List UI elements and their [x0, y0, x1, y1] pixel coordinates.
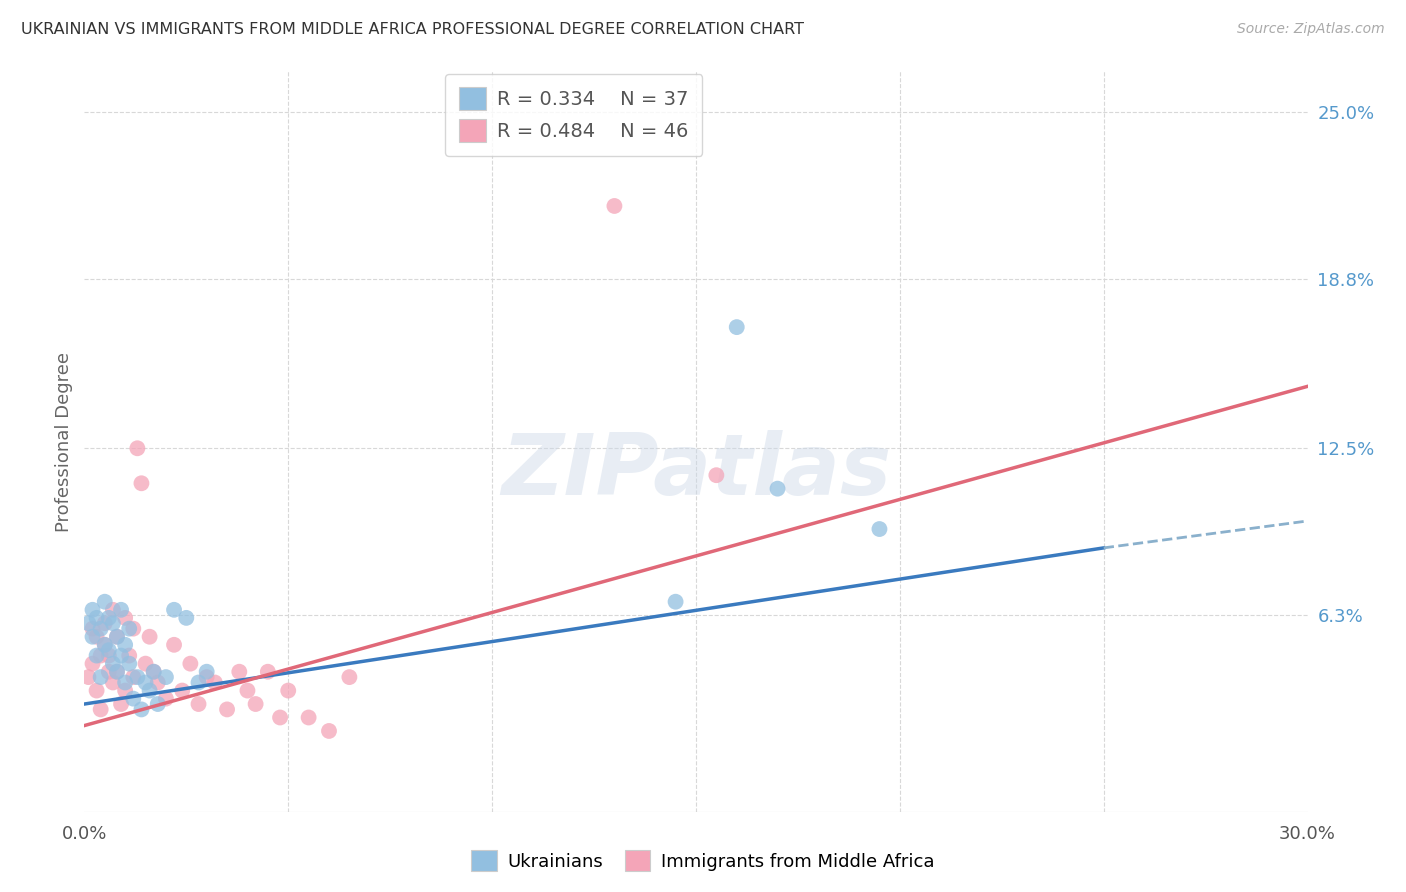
- Point: [187, 697, 209, 711]
- Point: [204, 675, 226, 690]
- Point: [110, 648, 132, 663]
- Point: [97, 643, 120, 657]
- Point: [97, 648, 120, 663]
- Point: [86, 683, 108, 698]
- Point: [127, 442, 149, 456]
- Point: [146, 675, 169, 690]
- Point: [665, 595, 688, 609]
- Point: [131, 476, 153, 491]
- Point: [86, 630, 108, 644]
- Point: [146, 697, 169, 711]
- Point: [97, 611, 120, 625]
- Point: [135, 657, 157, 671]
- Point: [187, 675, 209, 690]
- Point: [101, 603, 124, 617]
- Point: [706, 468, 728, 483]
- Y-axis label: Professional Degree: Professional Degree: [55, 351, 73, 532]
- Point: [114, 611, 136, 625]
- Point: [90, 670, 112, 684]
- Point: [127, 670, 149, 684]
- Point: [766, 482, 789, 496]
- Point: [339, 670, 361, 684]
- Point: [245, 697, 267, 711]
- Point: [135, 675, 157, 690]
- Point: [257, 665, 280, 679]
- Point: [155, 691, 177, 706]
- Point: [82, 630, 104, 644]
- Point: [142, 665, 165, 679]
- Point: [118, 648, 141, 663]
- Point: [118, 657, 141, 671]
- Point: [179, 657, 201, 671]
- Point: [195, 665, 218, 679]
- Point: [77, 616, 100, 631]
- Point: [105, 665, 128, 679]
- Point: [77, 670, 100, 684]
- Legend: Ukrainians, Immigrants from Middle Africa: Ukrainians, Immigrants from Middle Afric…: [464, 843, 942, 879]
- Point: [269, 710, 291, 724]
- Point: [142, 665, 165, 679]
- Point: [118, 622, 141, 636]
- Point: [122, 670, 145, 684]
- Point: [318, 723, 340, 738]
- Point: [138, 630, 160, 644]
- Point: [86, 648, 108, 663]
- Point: [603, 199, 626, 213]
- Point: [101, 675, 124, 690]
- Point: [195, 670, 218, 684]
- Point: [131, 702, 153, 716]
- Point: [114, 683, 136, 698]
- Point: [82, 622, 104, 636]
- Point: [236, 683, 259, 698]
- Point: [869, 522, 891, 536]
- Point: [114, 675, 136, 690]
- Point: [97, 665, 120, 679]
- Point: [277, 683, 299, 698]
- Point: [163, 603, 186, 617]
- Point: [93, 638, 115, 652]
- Point: [93, 638, 115, 652]
- Text: UKRAINIAN VS IMMIGRANTS FROM MIDDLE AFRICA PROFESSIONAL DEGREE CORRELATION CHART: UKRAINIAN VS IMMIGRANTS FROM MIDDLE AFRI…: [21, 22, 804, 37]
- Point: [172, 683, 194, 698]
- Point: [105, 630, 128, 644]
- Point: [101, 657, 124, 671]
- Point: [93, 595, 115, 609]
- Point: [228, 665, 250, 679]
- Legend: R = 0.334    N = 37, R = 0.484    N = 46: R = 0.334 N = 37, R = 0.484 N = 46: [444, 74, 703, 155]
- Point: [122, 622, 145, 636]
- Point: [105, 630, 128, 644]
- Point: [101, 616, 124, 631]
- Point: [82, 603, 104, 617]
- Point: [110, 603, 132, 617]
- Point: [86, 611, 108, 625]
- Point: [298, 710, 321, 724]
- Point: [82, 657, 104, 671]
- Point: [105, 665, 128, 679]
- Point: [90, 702, 112, 716]
- Point: [174, 611, 197, 625]
- Point: [90, 648, 112, 663]
- Point: [155, 670, 177, 684]
- Point: [114, 638, 136, 652]
- Point: [725, 320, 748, 334]
- Point: [163, 638, 186, 652]
- Point: [122, 691, 145, 706]
- Text: ZIPatlas: ZIPatlas: [501, 430, 891, 513]
- Point: [110, 697, 132, 711]
- Point: [138, 683, 160, 698]
- Text: Source: ZipAtlas.com: Source: ZipAtlas.com: [1237, 22, 1385, 37]
- Point: [90, 622, 112, 636]
- Point: [93, 616, 115, 631]
- Point: [217, 702, 239, 716]
